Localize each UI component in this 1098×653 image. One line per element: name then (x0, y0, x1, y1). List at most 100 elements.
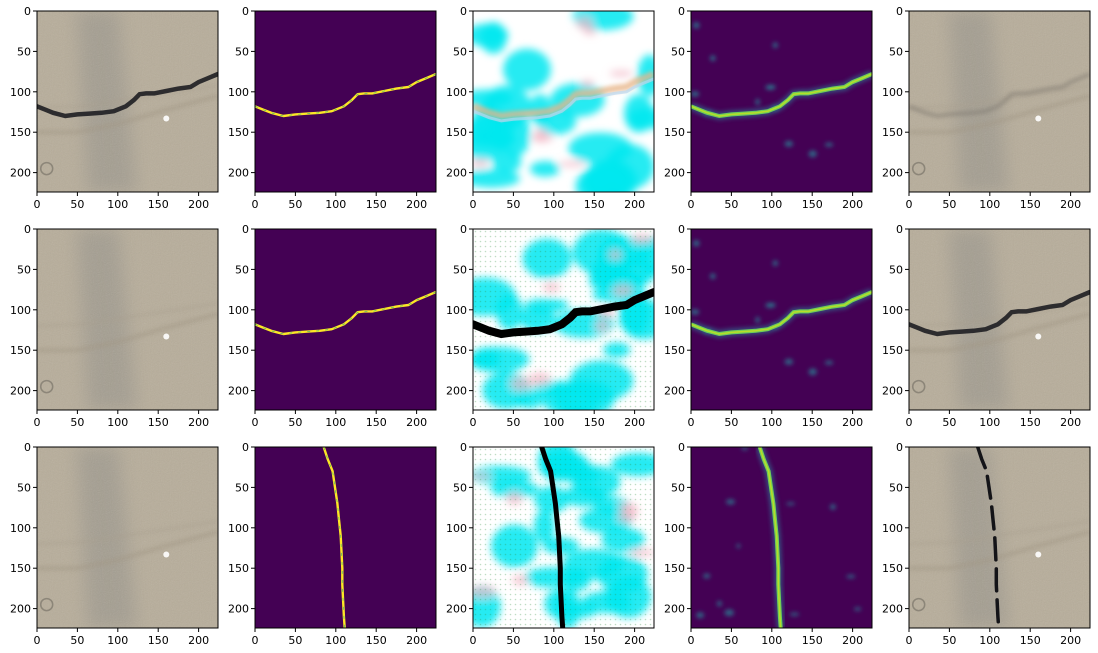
saliency-blob (473, 23, 509, 47)
saliency-pink-blob (581, 79, 594, 89)
x-tick-label: 200 (406, 634, 427, 647)
panel-r0-c1: 0 50 100 150 200 0 50 100 150 200 (228, 5, 437, 211)
y-tick-label: 200 (446, 385, 467, 398)
y-tick-label: 0 (24, 5, 31, 18)
y-tick-label: 0 (242, 441, 249, 454)
heatmap-spot (786, 502, 795, 506)
x-tick-label: 50 (724, 416, 738, 429)
photo-speck (1035, 333, 1042, 340)
x-tick-label: 200 (406, 198, 427, 211)
y-tick-label: 0 (678, 441, 685, 454)
y-tick-label: 100 (446, 304, 467, 317)
photo-pebble (911, 597, 926, 612)
photo-crack (909, 289, 1090, 337)
panel-photo-image (909, 11, 1090, 192)
axes-frame (472, 446, 655, 629)
axes-frame (472, 10, 655, 193)
y-tick-label: 0 (242, 223, 249, 236)
y-tick-label: 150 (664, 126, 685, 139)
x-tick-label: 0 (252, 416, 259, 429)
saliency-pink-blob (609, 70, 633, 77)
x-tick-label: 100 (761, 198, 782, 211)
panel-r2-c3: 0 50 100 150 200 0 50 100 150 200 (664, 441, 873, 647)
heatmap-spot (755, 98, 760, 106)
y-tick-label: 200 (228, 603, 249, 616)
heatmap-spot (789, 612, 800, 616)
panel-heatmap-image (691, 447, 872, 628)
y-tick-label: 100 (10, 304, 31, 317)
x-tick-label: 200 (842, 634, 863, 647)
x-tick-label: 100 (979, 634, 1000, 647)
x-tick-label: 150 (148, 416, 169, 429)
panel-r2-c0: 0 50 100 150 200 0 50 100 150 200 (10, 441, 219, 647)
x-tick-label: 100 (107, 416, 128, 429)
x-tick-label: 50 (506, 198, 520, 211)
y-tick-label: 100 (228, 86, 249, 99)
panel-heatmap-image (691, 229, 872, 410)
x-tick-label: 200 (842, 416, 863, 429)
x-tick-label: 50 (724, 198, 738, 211)
axes-frame (472, 228, 655, 411)
saliency-pink-blob (473, 159, 489, 168)
mask-crack-edge (323, 447, 346, 628)
mask-background (255, 447, 436, 628)
heatmap-spot (808, 368, 817, 376)
panel-heatmap-image (691, 11, 872, 192)
x-tick-label: 50 (506, 416, 520, 429)
axes-frame (36, 446, 219, 629)
y-tick-label: 0 (896, 441, 903, 454)
panel-r0-c3: 0 50 100 150 200 0 50 100 150 200 (664, 5, 873, 211)
y-tick-label: 50 (17, 481, 31, 494)
panel-photo-image (37, 229, 218, 410)
y-tick-label: 200 (882, 603, 903, 616)
y-tick-label: 200 (882, 385, 903, 398)
heatmap-spot (765, 303, 776, 308)
y-tick-label: 200 (664, 603, 685, 616)
panel-mask-image (255, 447, 436, 628)
y-tick-label: 50 (671, 481, 685, 494)
x-tick-label: 200 (624, 198, 645, 211)
heatmap-spot (824, 142, 834, 147)
y-tick-label: 50 (889, 481, 903, 494)
y-tick-label: 200 (664, 385, 685, 398)
saliency-dot-grid (473, 447, 654, 628)
panel-photo-image (37, 447, 218, 628)
panel-photo-image (909, 447, 1090, 628)
x-tick-label: 150 (802, 634, 823, 647)
heatmap-spot (709, 55, 716, 62)
y-tick-label: 150 (664, 344, 685, 357)
panel-r2-c4: 0 50 100 150 200 0 50 100 150 200 (882, 441, 1091, 647)
y-tick-label: 0 (460, 441, 467, 454)
saliency-pink-blob (583, 27, 597, 36)
panel-r2-c1: 0 50 100 150 200 0 50 100 150 200 (228, 441, 437, 647)
heatmap-spot (741, 447, 748, 451)
x-tick-label: 150 (584, 634, 605, 647)
x-tick-label: 100 (761, 634, 782, 647)
x-tick-label: 50 (724, 634, 738, 647)
photo-pebble (911, 161, 926, 176)
heatmap-crack-core (758, 447, 782, 628)
y-tick-label: 200 (446, 603, 467, 616)
mask-crack-edge (255, 73, 436, 117)
saliency-blob (473, 169, 520, 188)
y-tick-label: 150 (446, 126, 467, 139)
panel-saliency-image (473, 447, 654, 628)
y-tick-label: 50 (17, 263, 31, 276)
y-tick-label: 50 (235, 263, 249, 276)
panel-saliency-image (473, 11, 654, 192)
panel-r1-c3: 0 50 100 150 200 0 50 100 150 200 (664, 223, 873, 429)
panel-r1-c0: 0 50 100 150 200 0 50 100 150 200 (10, 223, 219, 429)
x-tick-label: 150 (802, 416, 823, 429)
x-tick-label: 200 (406, 416, 427, 429)
saliency-blob (503, 48, 551, 91)
x-tick-label: 0 (906, 634, 913, 647)
photo-speck (163, 333, 170, 340)
y-tick-label: 100 (446, 522, 467, 535)
mask-background (255, 11, 436, 192)
mask-crack-edge (255, 291, 436, 335)
y-tick-label: 150 (10, 126, 31, 139)
heatmap-spot (726, 499, 735, 505)
saliency-blob (529, 161, 561, 177)
x-tick-label: 150 (1020, 198, 1041, 211)
